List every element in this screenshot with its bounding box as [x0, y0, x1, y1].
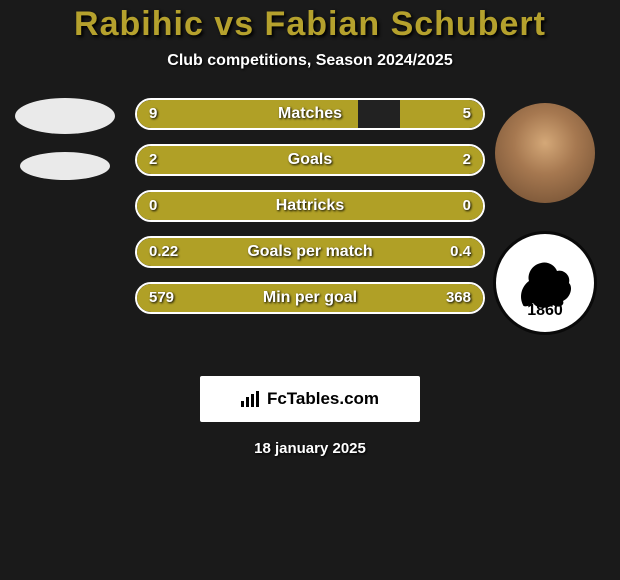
brand-text: FcTables.com: [267, 389, 379, 409]
page-title: Rabihic vs Fabian Schubert: [0, 5, 620, 44]
stats-area: 1860 95Matches 22Goals 00Hattricks 0.220.4G…: [0, 98, 620, 358]
stat-label: Goals: [137, 146, 483, 174]
club-year: 1860: [496, 302, 594, 320]
bars-icon: [241, 391, 261, 407]
right-player-column: 1860: [490, 103, 600, 335]
date-line: 18 january 2025: [0, 440, 620, 457]
stat-row: 22Goals: [135, 144, 485, 176]
stat-bars: 95Matches 22Goals 00Hattricks 0.220.4Goals …: [135, 98, 485, 314]
stat-row: 0.220.4Goals per match: [135, 236, 485, 268]
left-player-photo-placeholder: [15, 98, 115, 134]
page-subtitle: Club competitions, Season 2024/2025: [0, 52, 620, 70]
brand-badge[interactable]: FcTables.com: [200, 376, 420, 422]
right-club-badge: 1860: [493, 231, 597, 335]
right-player-photo: [495, 103, 595, 203]
stat-row: 579368Min per goal: [135, 282, 485, 314]
stat-label: Matches: [137, 100, 483, 128]
stat-row: 95Matches: [135, 98, 485, 130]
stat-label: Goals per match: [137, 238, 483, 266]
comparison-card: Rabihic vs Fabian Schubert Club competit…: [0, 0, 620, 457]
left-club-badge-placeholder: [20, 152, 110, 180]
stat-label: Hattricks: [137, 192, 483, 220]
stat-label: Min per goal: [137, 284, 483, 312]
left-player-column: [10, 98, 120, 180]
stat-row: 00Hattricks: [135, 190, 485, 222]
